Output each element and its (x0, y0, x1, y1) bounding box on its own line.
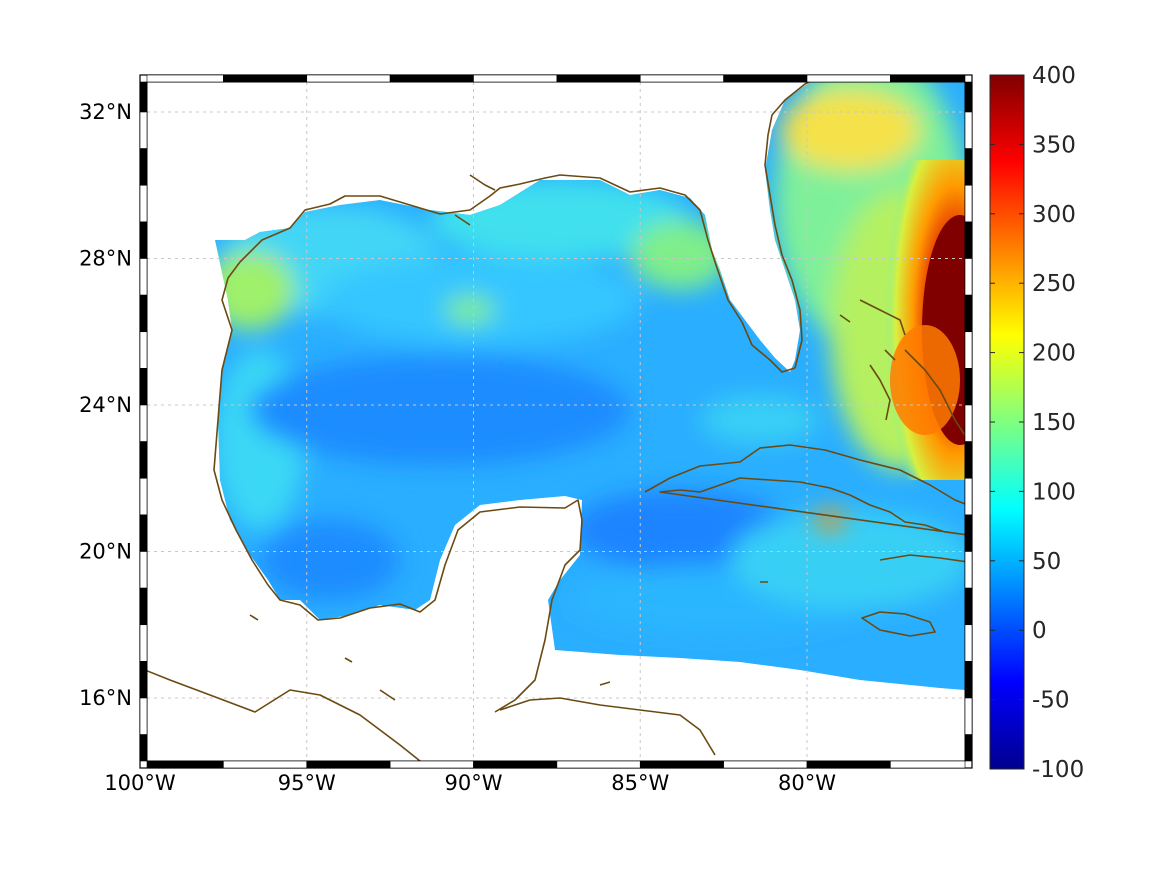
frame-segment-top (306, 74, 391, 83)
frame-segment-left (139, 81, 148, 113)
coastline-central-america (147, 669, 423, 762)
lat-tick-label: 16°N (79, 686, 132, 710)
coastline-gulf-north (239, 174, 796, 373)
coastline-hispaniola (879, 554, 965, 563)
frame-segment-left (139, 368, 148, 406)
frame-segment-right (964, 514, 973, 552)
coastline-bahamas (839, 299, 965, 437)
frame-segment-right (964, 184, 973, 223)
frame-segment-top (146, 74, 224, 83)
frame-segment-left (139, 477, 148, 516)
colorbar-tick-label: 250 (1032, 271, 1076, 297)
lat-tick-label: 32°N (79, 100, 132, 124)
coastline-islands (249, 174, 768, 701)
frame-segment-bottom (223, 760, 308, 769)
frame-segment-left (139, 441, 148, 479)
lon-tick-label: 90°W (445, 771, 503, 795)
lat-tick-label: 28°N (79, 247, 132, 271)
coastline-cuba (644, 444, 965, 536)
frame-segment-right (964, 294, 973, 333)
frame-segment-top (473, 74, 558, 83)
lat-tick-label: 24°N (79, 393, 132, 417)
frame-segment-right (964, 587, 973, 626)
lon-tick-label: 85°W (611, 771, 669, 795)
frame-segment-right (964, 441, 973, 479)
frame-segment-top (223, 74, 308, 83)
lat-tick-label: 20°N (79, 540, 132, 564)
frame-segment-right (964, 331, 973, 369)
frame-segment-right (964, 477, 973, 516)
frame-segment-left (139, 551, 148, 589)
frame-segment-right (964, 81, 973, 113)
colorbar-tick-label: 0 (1032, 618, 1047, 644)
map-frame (139, 74, 973, 769)
frame-segment-bottom (306, 760, 391, 769)
frame-segment-right (964, 111, 973, 149)
frame-segment-top (806, 74, 891, 83)
frame-segment-right (964, 148, 973, 186)
frame-segment-bottom (890, 760, 966, 769)
frame-segment-left (139, 258, 148, 296)
colorbar-tick-label: 200 (1032, 341, 1076, 367)
colorbar-tick-label: 400 (1032, 63, 1076, 89)
frame-segment-left (139, 148, 148, 186)
frame-segment-top (890, 74, 966, 83)
colorbar-tick-label: 50 (1032, 549, 1061, 575)
frame-segment-left (139, 331, 148, 369)
frame-segment-left (139, 661, 148, 699)
frame-segment-left (139, 697, 148, 735)
colorbar-ticks: 400 350 300 250 200 150 100 50 0 -50 -100 (990, 63, 1084, 783)
colorbar-tick-label: 350 (1032, 132, 1076, 158)
frame-segment-right (964, 258, 973, 296)
coastlines (147, 82, 965, 762)
colorbar: 400 350 300 250 200 150 100 50 0 -50 -100 (989, 63, 1084, 783)
colorbar-tick-label: 300 (1032, 202, 1076, 228)
frame-segment-left (139, 587, 148, 626)
colorbar-tick-label: -50 (1032, 688, 1070, 714)
frame-segment-top (723, 74, 808, 83)
frame-segment-left (139, 624, 148, 662)
coastline-jamaica (861, 611, 936, 637)
frame-segment-top (556, 74, 641, 83)
frame-segment-right (964, 661, 973, 699)
frame-segment-left (139, 221, 148, 259)
latitude-tick-labels: 32°N 28°N 24°N 20°N 16°N (79, 100, 132, 710)
frame-segment-bottom (473, 760, 558, 769)
ocean-data-field (215, 82, 965, 690)
frame-segment-left (139, 404, 148, 442)
frame-segment-right (964, 404, 973, 442)
frame-segment-right (964, 368, 973, 406)
frame-segment-right (964, 697, 973, 735)
coastline-florida-east (764, 82, 811, 369)
lon-tick-label: 100°W (104, 771, 176, 795)
longitude-tick-labels: 100°W 95°W 90°W 85°W 80°W (104, 771, 836, 795)
frame-segment-left (139, 294, 148, 333)
frame-segment-left (139, 184, 148, 223)
frame-segment-right (964, 221, 973, 259)
frame-segment-bottom (146, 760, 224, 769)
coastline-honduras (499, 697, 716, 756)
frame-segment-left (139, 514, 148, 552)
frame-segment-bottom (389, 760, 474, 769)
colorbar-gradient (989, 74, 1025, 770)
colorbar-tick-label: -100 (1032, 757, 1084, 783)
frame-segment-right (964, 624, 973, 662)
frame-segment-bottom (723, 760, 808, 769)
frame-segment-top (639, 74, 724, 83)
frame-segment-bottom (806, 760, 891, 769)
frame-segment-right (964, 551, 973, 589)
frame-segment-left (139, 734, 148, 762)
colorbar-tick-label: 150 (1032, 410, 1076, 436)
frame-segment-right (964, 734, 973, 762)
frame-segment-top (389, 74, 474, 83)
lon-tick-label: 95°W (278, 771, 336, 795)
lon-tick-label: 80°W (778, 771, 836, 795)
frame-segment-bottom (556, 760, 641, 769)
coastline-mexico-texas (213, 261, 583, 713)
frame-segment-left (139, 111, 148, 149)
frame-segment-bottom (639, 760, 724, 769)
colorbar-tick-label: 100 (1032, 479, 1076, 505)
